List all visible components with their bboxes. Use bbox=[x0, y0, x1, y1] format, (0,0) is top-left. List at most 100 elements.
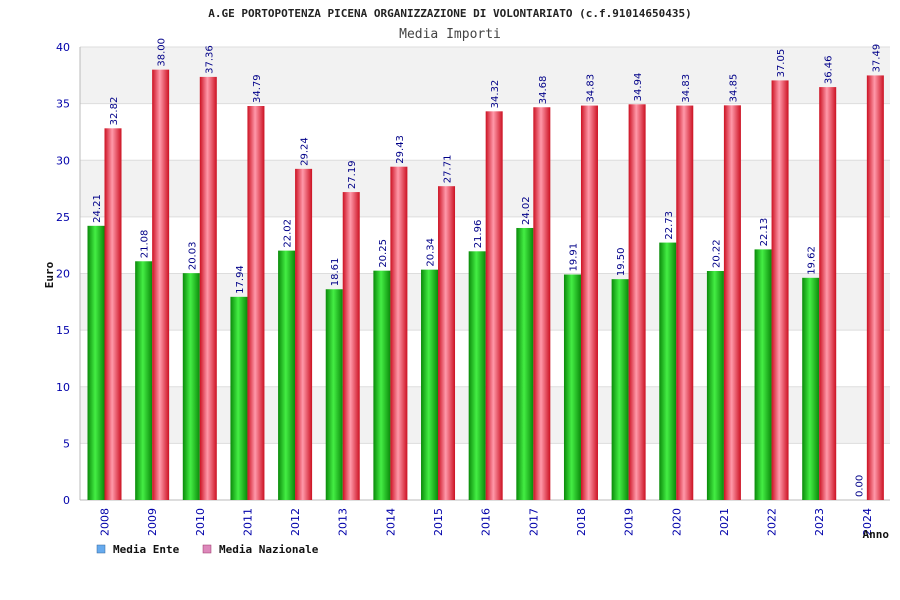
x-tick-label: 2009 bbox=[146, 508, 159, 536]
data-label: 34.94 bbox=[633, 73, 644, 102]
data-label: 24.21 bbox=[92, 194, 103, 223]
bar-media-ente bbox=[659, 242, 677, 500]
data-label: 20.34 bbox=[426, 238, 437, 267]
data-label: 37.36 bbox=[204, 45, 215, 74]
bar-media-ente bbox=[421, 269, 439, 500]
bar-media-ente bbox=[754, 249, 772, 500]
data-label: 0.00 bbox=[854, 475, 865, 497]
data-label: 20.03 bbox=[187, 242, 198, 271]
bar-media-ente bbox=[802, 277, 820, 500]
bar-media-ente bbox=[611, 279, 629, 500]
data-label: 38.00 bbox=[157, 38, 168, 67]
bar-media-nazionale bbox=[676, 105, 694, 501]
plot-area: 0 5 10 15 20 25 30 35 40 24.21 32.82 2008 21.08 38.00… bbox=[56, 38, 890, 536]
y-tick-label: 15 bbox=[56, 324, 70, 337]
bar-media-nazionale bbox=[295, 168, 313, 500]
x-tick-label: 2023 bbox=[813, 508, 826, 536]
data-label: 27.19 bbox=[347, 160, 358, 189]
data-label: 34.79 bbox=[252, 74, 263, 103]
data-label: 34.68 bbox=[538, 76, 549, 105]
data-label: 22.73 bbox=[664, 211, 675, 240]
bar-media-nazionale bbox=[723, 105, 741, 500]
legend-label-media-ente: Media Ente bbox=[113, 543, 180, 556]
x-tick-label: 2022 bbox=[766, 508, 779, 536]
x-tick-label: 2018 bbox=[575, 508, 588, 536]
bar-media-ente bbox=[182, 273, 200, 500]
legend-label-media-nazionale: Media Nazionale bbox=[219, 543, 319, 556]
bar-media-nazionale bbox=[104, 128, 122, 500]
y-axis-label: Euro bbox=[43, 261, 56, 288]
bar-media-nazionale bbox=[533, 107, 551, 501]
data-label: 21.96 bbox=[473, 220, 484, 249]
bar-media-ente bbox=[468, 251, 486, 500]
bar-media-ente bbox=[373, 270, 391, 500]
y-tick-label: 5 bbox=[63, 437, 70, 450]
data-label: 36.46 bbox=[824, 55, 835, 84]
chart-subtitle: Media Importi bbox=[399, 27, 501, 42]
bar-media-nazionale bbox=[438, 186, 456, 500]
data-label: 24.02 bbox=[521, 196, 532, 225]
data-label: 19.91 bbox=[568, 243, 579, 272]
legend-swatch-media-ente bbox=[96, 544, 106, 554]
data-label: 18.61 bbox=[330, 258, 341, 287]
data-label: 22.02 bbox=[283, 219, 294, 248]
bar-media-nazionale bbox=[485, 111, 503, 501]
x-tick-label: 2019 bbox=[623, 508, 636, 536]
data-label: 37.49 bbox=[871, 44, 882, 73]
y-tick-label: 30 bbox=[56, 154, 70, 167]
x-tick-label: 2015 bbox=[432, 508, 445, 536]
data-label: 34.83 bbox=[681, 74, 692, 103]
x-axis-label: Anno bbox=[863, 528, 890, 541]
data-label: 37.05 bbox=[776, 49, 787, 78]
chart-title: A.GE PORTOPOTENZA PICENA ORGANIZZAZIONE … bbox=[208, 7, 691, 20]
x-tick-label: 2011 bbox=[241, 508, 254, 536]
legend: Media Ente Media Nazionale bbox=[96, 543, 319, 556]
x-tick-label: 2008 bbox=[99, 508, 112, 536]
bar-media-nazionale bbox=[771, 80, 789, 500]
data-label: 27.71 bbox=[443, 155, 454, 184]
x-tick-label: 2012 bbox=[289, 508, 302, 536]
bar-media-ente bbox=[325, 289, 343, 500]
y-tick-label: 35 bbox=[56, 98, 70, 111]
data-label: 34.83 bbox=[585, 74, 596, 103]
x-tick-label: 2024 bbox=[861, 508, 874, 536]
x-tick-label: 2010 bbox=[194, 508, 207, 536]
y-tick-label: 25 bbox=[56, 211, 70, 224]
data-label: 29.43 bbox=[395, 135, 406, 164]
x-tick-label: 2017 bbox=[527, 508, 540, 536]
bar-media-ente bbox=[87, 225, 105, 500]
bar-media-nazionale bbox=[152, 69, 170, 501]
legend-swatch-media-nazionale bbox=[202, 544, 212, 554]
bar-media-nazionale bbox=[580, 105, 598, 501]
y-tick-label: 0 bbox=[63, 494, 70, 507]
bar-media-nazionale bbox=[819, 87, 837, 500]
bar-media-ente bbox=[516, 227, 534, 500]
bar-media-nazionale bbox=[866, 75, 884, 500]
y-tick-label: 20 bbox=[56, 268, 70, 281]
bar-media-ente bbox=[706, 271, 724, 500]
bar-media-ente bbox=[278, 250, 296, 500]
y-tick-label: 40 bbox=[56, 41, 70, 54]
data-label: 34.85 bbox=[728, 74, 739, 103]
data-label: 17.94 bbox=[235, 265, 246, 294]
data-label: 34.32 bbox=[490, 80, 501, 109]
data-label: 22.13 bbox=[759, 218, 770, 247]
bar-media-ente bbox=[563, 274, 581, 500]
x-tick-label: 2013 bbox=[337, 508, 350, 536]
data-label: 32.82 bbox=[109, 97, 120, 126]
data-label: 19.50 bbox=[616, 248, 627, 277]
data-label: 20.22 bbox=[711, 239, 722, 268]
x-tick-label: 2014 bbox=[384, 508, 397, 536]
bar-media-nazionale bbox=[247, 106, 265, 501]
bar-media-nazionale bbox=[342, 192, 360, 501]
bar-media-nazionale bbox=[628, 104, 646, 500]
data-label: 20.25 bbox=[378, 239, 389, 268]
data-label: 19.62 bbox=[807, 246, 818, 275]
x-tick-label: 2016 bbox=[480, 508, 493, 536]
bar-media-ente bbox=[135, 261, 153, 500]
data-label: 29.24 bbox=[300, 137, 311, 166]
x-tick-label: 2020 bbox=[670, 508, 683, 536]
data-label: 21.08 bbox=[140, 230, 151, 259]
x-tick-label: 2021 bbox=[718, 508, 731, 536]
